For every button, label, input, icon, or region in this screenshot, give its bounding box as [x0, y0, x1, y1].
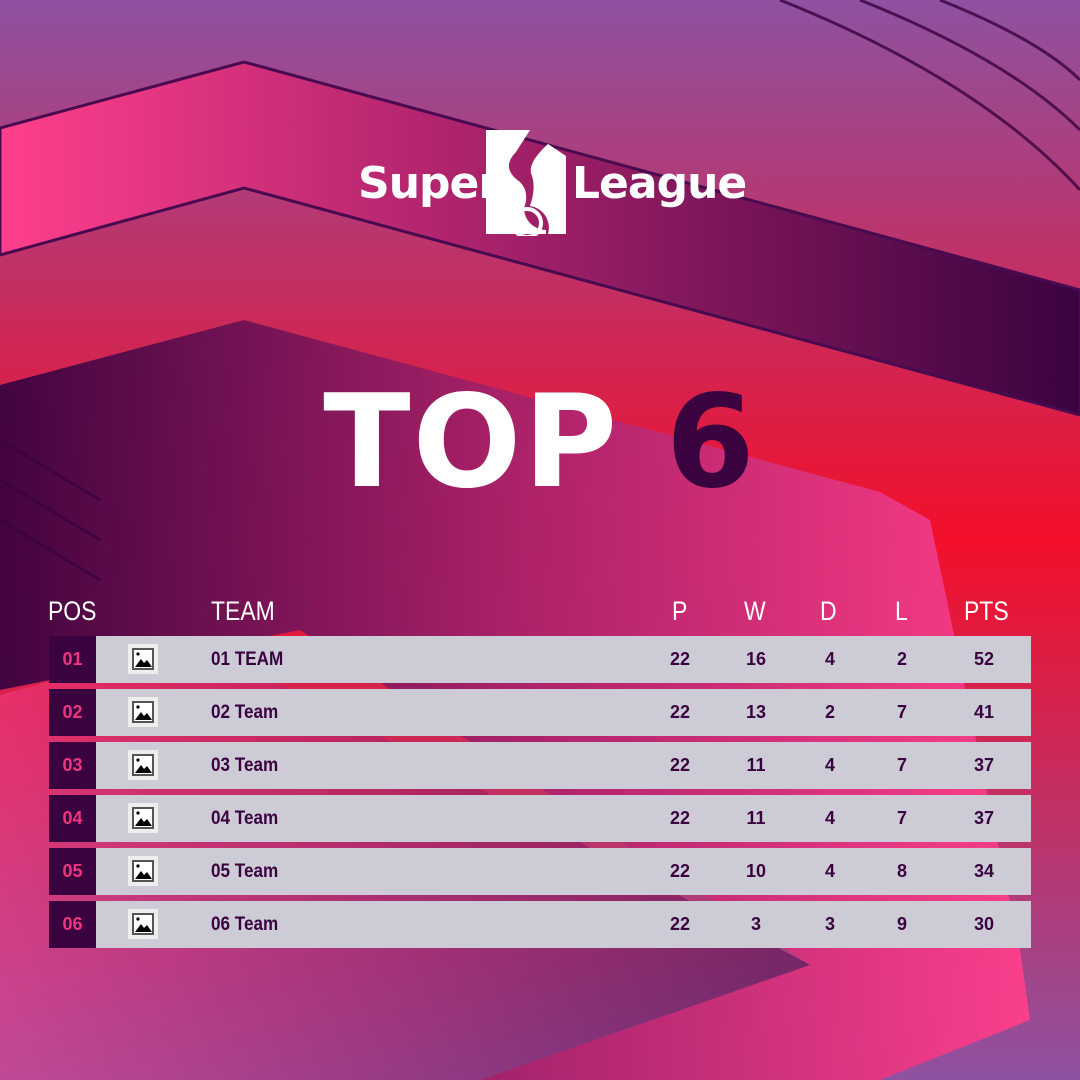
header-d: D [820, 596, 837, 626]
image-placeholder-icon [128, 803, 158, 833]
stat-l: 8 [896, 861, 907, 881]
stat-l: 9 [896, 914, 907, 934]
stat-p: 22 [669, 808, 691, 828]
stat-pts: 34 [973, 861, 995, 881]
header-team: TEAM [211, 596, 275, 626]
table-row: 03 03 Team 22 11 4 7 37 [49, 742, 1031, 789]
table-row: 05 05 Team 22 10 4 8 34 [49, 848, 1031, 895]
header-p: P [672, 596, 688, 626]
team-name: 01 TEAM [211, 649, 284, 670]
logo-word-super: Super [358, 158, 500, 209]
title-main: TOP [323, 368, 620, 517]
stat-pts: 52 [973, 649, 995, 669]
stat-p: 22 [669, 755, 691, 775]
team-name: 06 Team [211, 914, 279, 935]
header-l: L [895, 596, 908, 626]
header-w: W [744, 596, 766, 626]
stat-d: 4 [824, 649, 835, 669]
image-placeholder-icon [128, 750, 158, 780]
stat-p: 22 [669, 702, 691, 722]
team-name: 04 Team [211, 808, 279, 829]
header-pts: PTS [964, 596, 1009, 626]
stat-p: 22 [669, 861, 691, 881]
team-name: 03 Team [211, 755, 279, 776]
stat-d: 2 [824, 702, 835, 722]
table-row: 06 06 Team 22 3 3 9 30 [49, 901, 1031, 948]
super-league-logo: Super League [358, 128, 747, 238]
stat-w: 10 [745, 861, 767, 881]
stat-w: 3 [750, 914, 761, 934]
page-title: TOP 6 [0, 368, 1080, 517]
table-row: 02 02 Team 22 13 2 7 41 [49, 689, 1031, 736]
image-placeholder-icon [128, 856, 158, 886]
stat-d: 4 [824, 808, 835, 828]
stat-d: 3 [824, 914, 835, 934]
stat-p: 22 [669, 649, 691, 669]
image-placeholder-icon [128, 909, 158, 939]
logo-emblem-icon [486, 130, 566, 236]
stat-w: 11 [746, 755, 766, 775]
stat-l: 7 [896, 808, 907, 828]
stat-w: 16 [745, 649, 767, 669]
stat-l: 7 [896, 755, 907, 775]
stat-l: 2 [896, 649, 907, 669]
stat-l: 7 [896, 702, 907, 722]
stat-pts: 41 [973, 702, 995, 722]
position-cell: 05 [49, 848, 96, 895]
stat-d: 4 [824, 755, 835, 775]
position-cell: 03 [49, 742, 96, 789]
team-name: 05 Team [211, 861, 279, 882]
header-pos: POS [48, 596, 97, 626]
stat-pts: 30 [973, 914, 995, 934]
image-placeholder-icon [128, 644, 158, 674]
stat-pts: 37 [973, 755, 995, 775]
position-cell: 06 [49, 901, 96, 948]
position-cell: 01 [49, 636, 96, 683]
table-row: 04 04 Team 22 11 4 7 37 [49, 795, 1031, 842]
stat-w: 13 [745, 702, 767, 722]
title-number: 6 [665, 368, 757, 517]
stat-p: 22 [669, 914, 691, 934]
logo-word-league: League [572, 158, 747, 209]
stat-w: 11 [746, 808, 766, 828]
stat-d: 4 [824, 861, 835, 881]
table-row: 01 01 TEAM 22 16 4 2 52 [49, 636, 1031, 683]
stat-pts: 37 [973, 808, 995, 828]
position-cell: 04 [49, 795, 96, 842]
image-placeholder-icon [128, 697, 158, 727]
team-name: 02 Team [211, 702, 279, 723]
position-cell: 02 [49, 689, 96, 736]
